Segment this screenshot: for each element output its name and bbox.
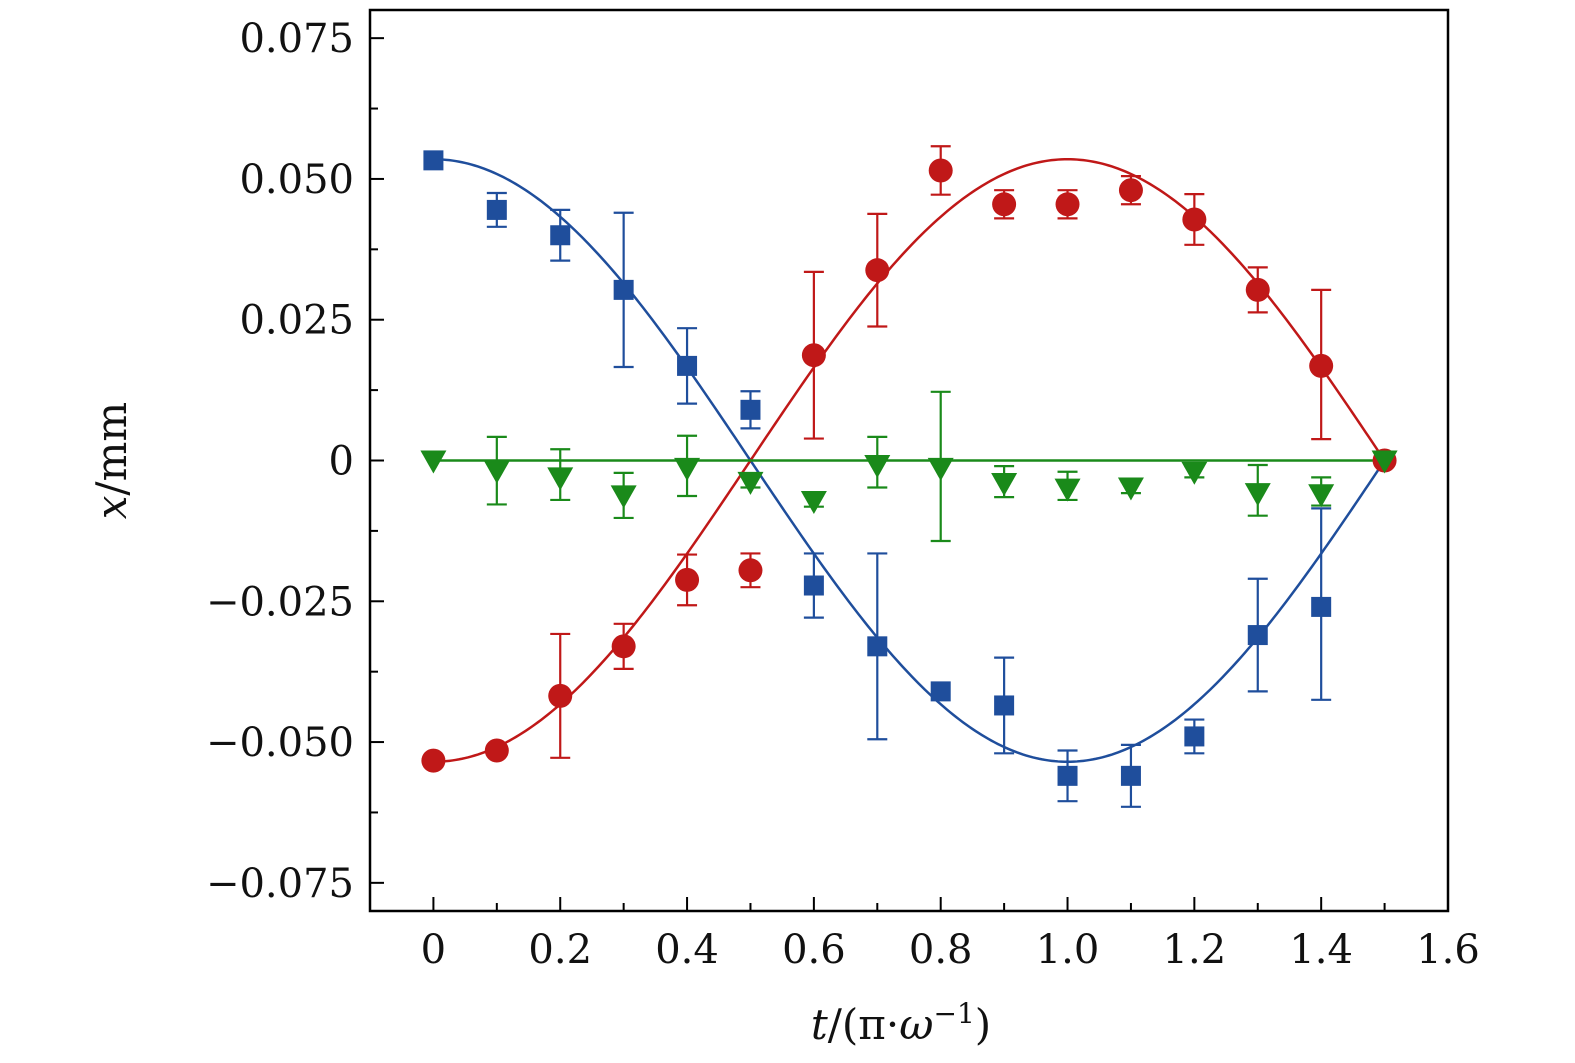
data-point: [611, 634, 636, 659]
data-point: [548, 683, 573, 708]
data-point: [1245, 277, 1270, 302]
data-point: [737, 471, 764, 495]
data-point: [994, 695, 1015, 716]
y-tick-label: 0: [329, 439, 354, 485]
plot-frame: [368, 8, 1450, 913]
data-point: [675, 567, 700, 592]
data-point: [738, 558, 763, 583]
data-point: [484, 738, 509, 763]
data-point: [1244, 483, 1271, 507]
y-tick-label: −0.050: [206, 720, 354, 766]
data-point: [486, 199, 507, 220]
x-tick-label: 1.6: [1416, 927, 1480, 973]
data-point: [420, 450, 447, 474]
data-point: [1311, 596, 1332, 617]
series-group: [423, 150, 1332, 808]
data-point: [1371, 450, 1398, 474]
data-point: [930, 681, 951, 702]
data-point: [1055, 192, 1080, 217]
fit-curve: [433, 157, 1386, 764]
data-point: [674, 457, 701, 481]
y-tick-label: 0.025: [239, 298, 354, 344]
data-point: [547, 467, 574, 491]
y-axis-var: x: [87, 495, 136, 519]
data-point: [1184, 726, 1205, 747]
data-point: [610, 485, 637, 509]
data-point: [1054, 478, 1081, 502]
data-point: [423, 150, 444, 171]
data-point: [800, 491, 827, 515]
data-point: [867, 636, 888, 657]
y-tick-label: 0.050: [239, 157, 354, 203]
x-tick-label: 0.8: [909, 927, 973, 973]
data-point: [927, 457, 954, 481]
x-tick-label: 0: [421, 927, 446, 973]
series-group: [420, 390, 1398, 543]
x-tick-label: 1.2: [1163, 927, 1227, 973]
x-axis-unit-prefix: (π·: [842, 1000, 899, 1049]
y-tick-label: −0.025: [206, 579, 354, 625]
data-point: [1182, 207, 1207, 232]
data-point: [740, 399, 761, 420]
data-point: [991, 473, 1018, 497]
x-axis-unit-suffix: ): [975, 1000, 991, 1049]
data-point: [992, 192, 1017, 217]
y-axis-label: x/mm: [87, 402, 136, 520]
data-point: [1118, 178, 1143, 203]
x-axis-unit-exp: −1: [933, 997, 974, 1030]
data-point: [864, 455, 891, 479]
x-axis-label: t/(π·ω−1): [811, 997, 991, 1049]
data-point: [1120, 765, 1141, 786]
data-point: [421, 748, 446, 773]
data-point: [928, 158, 953, 183]
fit-curve: [433, 157, 1386, 764]
data-point: [865, 258, 890, 283]
data-point: [613, 279, 634, 300]
data-point: [801, 343, 826, 368]
data-point: [1309, 353, 1334, 378]
data-point: [1308, 484, 1335, 508]
x-tick-label: 0.6: [782, 927, 846, 973]
axes: 0.075 0.050 0.025 0 −0.025 −0.050 −0.075 0 0.2 0.…: [206, 16, 1480, 973]
y-axis-unit: mm: [87, 402, 136, 482]
data-point: [1117, 477, 1144, 501]
data-point: [550, 225, 571, 246]
y-tick-label: 0.075: [239, 16, 354, 62]
x-tick-label: 1.0: [1036, 927, 1100, 973]
x-tick-label: 0.2: [528, 927, 592, 973]
x-axis-var: t: [811, 1000, 828, 1049]
data-point: [483, 460, 510, 484]
data-series: [420, 145, 1398, 808]
fit-curves: [433, 157, 1386, 764]
x-axis-unit-var: ω: [899, 1000, 933, 1049]
data-point: [1181, 461, 1208, 485]
data-point: [1247, 625, 1268, 646]
data-point: [677, 355, 698, 376]
x-tick-label: 0.4: [655, 927, 719, 973]
y-tick-label: −0.075: [206, 861, 354, 907]
x-tick-label: 1.4: [1289, 927, 1353, 973]
data-point: [1057, 765, 1078, 786]
data-point: [803, 575, 824, 596]
